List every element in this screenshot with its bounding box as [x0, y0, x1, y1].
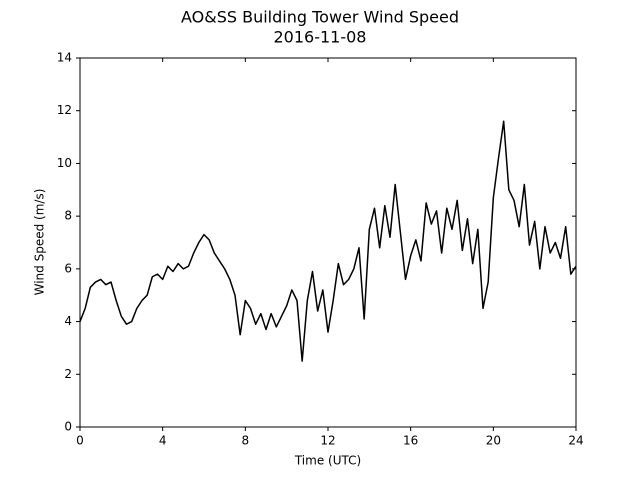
y-tick-label: 10 — [57, 156, 72, 170]
x-tick-label: 16 — [403, 434, 418, 448]
x-tick-label: 24 — [568, 434, 583, 448]
x-tick-label: 20 — [486, 434, 501, 448]
chart-subtitle: 2016-11-08 — [274, 28, 367, 47]
x-axis-label: Time (UTC) — [294, 454, 361, 468]
x-tick-label: 4 — [159, 434, 167, 448]
data-line — [79, 120, 577, 362]
x-tick-label: 0 — [76, 434, 84, 448]
y-tick-label: 8 — [64, 209, 72, 223]
y-tick-label: 4 — [64, 314, 72, 328]
x-tick-label: 12 — [320, 434, 335, 448]
y-tick-label: 12 — [57, 103, 72, 117]
chart-title: AO&SS Building Tower Wind Speed — [181, 8, 459, 27]
y-tick-label: 14 — [57, 51, 72, 65]
x-tick-label: 8 — [242, 434, 250, 448]
y-tick-label: 6 — [64, 261, 72, 275]
y-tick-label: 2 — [64, 367, 72, 381]
y-tick-label: 0 — [64, 420, 72, 434]
y-axis-label: Wind Speed (m/s) — [33, 189, 47, 296]
